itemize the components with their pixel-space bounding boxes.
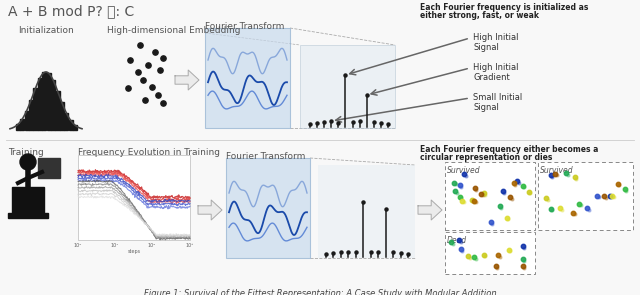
- Polygon shape: [318, 165, 415, 258]
- Polygon shape: [300, 45, 395, 128]
- Bar: [78, 155, 190, 240]
- Text: Fourier Transform: Fourier Transform: [226, 152, 305, 161]
- Polygon shape: [226, 158, 310, 258]
- Text: 10²: 10²: [148, 243, 156, 248]
- Text: High Initial
Gradient: High Initial Gradient: [473, 63, 518, 82]
- Text: High Initial
Signal: High Initial Signal: [473, 33, 518, 53]
- Bar: [38, 158, 60, 178]
- Text: Each Fourier frequency is initialized as: Each Fourier frequency is initialized as: [420, 3, 588, 12]
- Bar: [38, 78, 42, 130]
- Bar: [47, 73, 51, 130]
- Text: High-dimensional Embedding: High-dimensional Embedding: [107, 26, 241, 35]
- Text: Survived: Survived: [447, 166, 481, 175]
- Polygon shape: [198, 200, 222, 220]
- Text: 10¹: 10¹: [111, 243, 119, 248]
- Text: 10³: 10³: [186, 243, 194, 248]
- Text: A + B mod P? 🍚: C: A + B mod P? 🍚: C: [8, 4, 134, 18]
- Bar: [445, 162, 535, 230]
- Bar: [33, 88, 38, 130]
- Text: Fourier Transform: Fourier Transform: [205, 22, 284, 31]
- Text: Figure 1: Survival of the Fittest Representation: A Case Study with Modular Addi: Figure 1: Survival of the Fittest Repres…: [144, 289, 496, 295]
- Text: either strong, fast, or weak: either strong, fast, or weak: [420, 11, 539, 20]
- Text: Dead: Dead: [447, 236, 467, 245]
- Bar: [29, 100, 33, 130]
- Polygon shape: [205, 28, 290, 128]
- Bar: [538, 162, 633, 230]
- Text: Small Initial
Signal: Small Initial Signal: [473, 93, 522, 112]
- Bar: [8, 213, 48, 218]
- Text: steps: steps: [127, 249, 141, 254]
- Bar: [64, 113, 68, 130]
- Polygon shape: [175, 70, 199, 90]
- Bar: [12, 187, 44, 215]
- Bar: [51, 80, 55, 130]
- Text: Survived: Survived: [540, 166, 573, 175]
- Text: Training: Training: [8, 148, 44, 157]
- Bar: [42, 73, 47, 130]
- Text: Each Fourier frequency either becomes a: Each Fourier frequency either becomes a: [420, 145, 598, 154]
- Bar: [73, 125, 77, 130]
- Bar: [25, 111, 29, 130]
- Bar: [60, 102, 64, 130]
- Circle shape: [20, 154, 36, 170]
- Text: Frequency Evolution in Training: Frequency Evolution in Training: [78, 148, 220, 157]
- Text: Initialization: Initialization: [18, 26, 74, 35]
- Bar: [445, 232, 535, 274]
- Bar: [56, 91, 60, 130]
- Bar: [16, 124, 20, 130]
- Bar: [20, 119, 24, 130]
- Text: 10⁰: 10⁰: [74, 243, 82, 248]
- Text: circular representation or dies: circular representation or dies: [420, 153, 552, 162]
- Polygon shape: [418, 200, 442, 220]
- Bar: [68, 120, 73, 130]
